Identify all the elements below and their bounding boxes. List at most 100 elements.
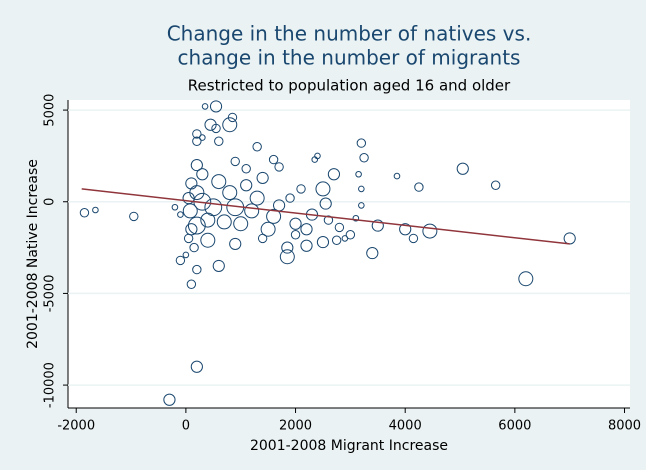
point — [356, 138, 367, 148]
point — [266, 208, 282, 224]
point — [456, 162, 469, 175]
y-tick-label: -10000 — [43, 362, 58, 408]
point — [315, 181, 331, 197]
point — [182, 203, 198, 219]
point — [192, 129, 202, 139]
point — [300, 223, 313, 236]
point — [211, 174, 227, 190]
point — [182, 251, 190, 259]
point — [244, 203, 260, 219]
point — [355, 170, 362, 178]
point — [129, 211, 139, 222]
point — [214, 136, 224, 146]
point — [186, 279, 197, 289]
point — [399, 223, 412, 236]
point — [358, 202, 365, 209]
point — [222, 185, 238, 201]
point — [190, 360, 203, 373]
x-tick-label: -2000 — [57, 419, 95, 434]
y-tick-label: 5000 — [43, 94, 58, 127]
point — [341, 235, 349, 242]
point — [189, 242, 199, 253]
point — [274, 162, 284, 172]
point — [290, 230, 301, 240]
x-tick-label: 8000 — [608, 419, 641, 434]
fit-line — [81, 188, 570, 245]
point — [311, 156, 319, 163]
point — [414, 182, 424, 192]
point — [422, 223, 438, 239]
point — [268, 154, 279, 165]
point — [196, 168, 209, 181]
point — [366, 246, 379, 260]
point — [257, 233, 268, 244]
x-tick-label: 4000 — [389, 419, 422, 434]
point — [331, 235, 342, 245]
point — [211, 123, 221, 134]
point — [334, 222, 345, 233]
chart-subtitle: Restricted to population aged 16 and old… — [188, 77, 511, 95]
point — [371, 219, 384, 232]
point — [192, 264, 202, 275]
point — [185, 177, 198, 190]
point — [192, 136, 202, 146]
y-tick-label: 0 — [43, 198, 58, 206]
point — [352, 214, 360, 222]
point — [285, 193, 295, 203]
point — [240, 179, 253, 192]
point — [209, 100, 223, 113]
x-axis-title: 2001-2008 Migrant Increase — [250, 438, 448, 454]
point — [300, 239, 313, 252]
point — [281, 241, 294, 254]
point — [204, 118, 217, 131]
point — [393, 172, 401, 180]
point — [229, 237, 242, 251]
chart-title: Change in the number of natives vs. — [167, 22, 532, 46]
y-axis-title: 2001-2008 Native Increase — [25, 159, 41, 349]
point — [563, 232, 576, 245]
point — [289, 217, 302, 230]
plot-area — [68, 100, 630, 408]
x-tick-label: 6000 — [498, 419, 531, 434]
x-tick-label: 0 — [182, 419, 190, 434]
x-tick-label: 2000 — [279, 419, 312, 434]
point — [230, 156, 240, 167]
point — [241, 164, 251, 174]
point — [200, 232, 216, 248]
point — [279, 249, 295, 265]
point — [518, 271, 534, 287]
point — [200, 212, 216, 228]
point — [316, 235, 330, 249]
point — [323, 215, 334, 225]
point — [345, 230, 356, 240]
point — [171, 203, 179, 211]
point — [187, 216, 206, 235]
point — [190, 158, 203, 172]
point — [319, 197, 332, 210]
point — [408, 233, 419, 244]
point — [177, 211, 184, 218]
point — [252, 142, 262, 152]
point — [358, 185, 365, 193]
point — [260, 221, 276, 237]
point — [92, 206, 99, 214]
point — [183, 233, 194, 244]
chart-title: change in the number of migrants — [178, 46, 521, 70]
y-tick-label: -5000 — [43, 275, 58, 313]
point — [249, 190, 265, 206]
point — [216, 214, 232, 230]
point — [212, 259, 225, 273]
point — [296, 184, 306, 194]
point — [233, 216, 249, 232]
point — [222, 117, 238, 133]
point — [175, 255, 186, 266]
point — [163, 393, 176, 406]
point — [256, 171, 269, 185]
point — [79, 208, 90, 218]
point — [490, 180, 501, 190]
point — [359, 153, 369, 163]
point — [327, 168, 341, 181]
point — [201, 103, 209, 110]
